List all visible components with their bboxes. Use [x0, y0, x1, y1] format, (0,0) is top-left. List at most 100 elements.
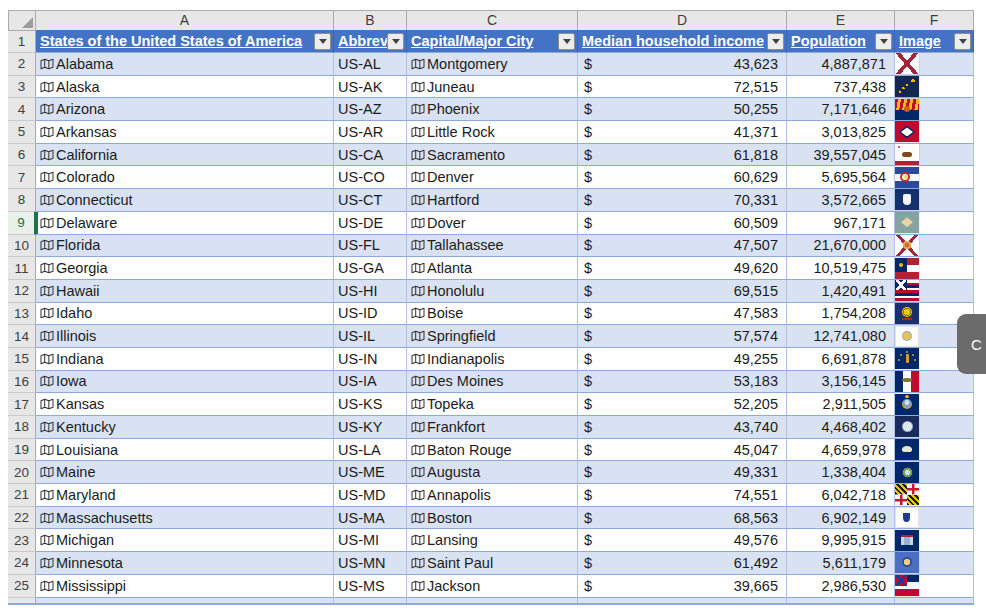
row-number-1[interactable]: 1: [8, 30, 36, 53]
cell-capital[interactable]: Montgomery: [407, 53, 578, 76]
cell-income[interactable]: $ 69,515: [578, 280, 787, 303]
cell-population[interactable]: 10,519,475: [787, 257, 895, 280]
filter-dropdown-button[interactable]: [954, 33, 971, 50]
cell-population[interactable]: 9,995,915: [787, 529, 895, 552]
row-number[interactable]: 9: [8, 212, 36, 235]
cell-state[interactable]: Illinois: [36, 325, 334, 348]
row-number[interactable]: 18: [8, 416, 36, 439]
filter-dropdown-button[interactable]: [767, 33, 784, 50]
row-number[interactable]: 19: [8, 439, 36, 462]
cell-image[interactable]: [895, 189, 974, 212]
state-flag-image[interactable]: [895, 394, 919, 415]
cell-capital[interactable]: Hartford: [407, 189, 578, 212]
state-flag-image[interactable]: [895, 575, 919, 596]
filter-dropdown-button[interactable]: [314, 33, 331, 50]
cell-state[interactable]: Maryland: [36, 484, 334, 507]
cell-capital[interactable]: Topeka: [407, 393, 578, 416]
row-number[interactable]: 13: [8, 303, 36, 326]
cell-capital[interactable]: Lansing: [407, 529, 578, 552]
row-number[interactable]: 10: [8, 235, 36, 258]
cell-state[interactable]: Iowa: [36, 371, 334, 394]
state-flag-image[interactable]: [895, 121, 919, 142]
cell-capital[interactable]: Augusta: [407, 461, 578, 484]
cell-abbrev[interactable]: US-AR: [334, 121, 407, 144]
state-flag-image[interactable]: [895, 439, 919, 460]
cell-image[interactable]: [895, 53, 974, 76]
cell-abbrev[interactable]: US-FL: [334, 235, 407, 258]
state-flag-image[interactable]: [895, 235, 919, 256]
cell-abbrev[interactable]: US-IL: [334, 325, 407, 348]
cell-capital[interactable]: Saint Paul: [407, 552, 578, 575]
cell-image[interactable]: [895, 76, 974, 99]
state-flag-image[interactable]: [895, 189, 919, 210]
cell-abbrev[interactable]: US-AZ: [334, 98, 407, 121]
cell-image[interactable]: [895, 98, 974, 121]
cell-state[interactable]: Delaware: [36, 212, 334, 235]
cell-capital[interactable]: Denver: [407, 166, 578, 189]
cell-state[interactable]: Massachusetts: [36, 507, 334, 530]
cell-image[interactable]: [895, 575, 974, 598]
state-flag-image[interactable]: [895, 348, 919, 369]
header-image[interactable]: Image: [895, 30, 974, 53]
cell-income[interactable]: $ 49,620: [578, 257, 787, 280]
state-flag-image[interactable]: [895, 552, 919, 573]
cell-image[interactable]: [895, 552, 974, 575]
state-flag-image[interactable]: [895, 167, 919, 188]
cell-income[interactable]: $ 43,623: [578, 53, 787, 76]
cell-income[interactable]: $ 68,563: [578, 507, 787, 530]
row-number[interactable]: 12: [8, 280, 36, 303]
cell-income[interactable]: $ 60,629: [578, 166, 787, 189]
row-number[interactable]: 15: [8, 348, 36, 371]
header-abbrev[interactable]: Abbrev: [334, 30, 407, 53]
state-flag-image[interactable]: [895, 280, 919, 301]
state-flag-image[interactable]: [895, 416, 919, 437]
cell-population[interactable]: 3,572,665: [787, 189, 895, 212]
column-header-b[interactable]: B: [334, 10, 407, 31]
cell-capital[interactable]: Phoenix: [407, 98, 578, 121]
cell-abbrev[interactable]: US-CO: [334, 166, 407, 189]
cell-image[interactable]: [895, 507, 974, 530]
cell-image[interactable]: [895, 416, 974, 439]
state-flag-image[interactable]: [895, 484, 919, 505]
state-flag-image[interactable]: [895, 303, 919, 324]
header-population[interactable]: Population: [787, 30, 895, 53]
cell-image[interactable]: [895, 235, 974, 258]
row-number[interactable]: 20: [8, 461, 36, 484]
cell-image[interactable]: [895, 166, 974, 189]
cell-state[interactable]: Georgia: [36, 257, 334, 280]
state-flag-image[interactable]: [895, 53, 919, 74]
cell-state[interactable]: Indiana: [36, 348, 334, 371]
cell-income[interactable]: $ 49,331: [578, 461, 787, 484]
cell-state[interactable]: Florida: [36, 235, 334, 258]
cell-abbrev[interactable]: US-ME: [334, 461, 407, 484]
cell-income[interactable]: $ 39,665: [578, 575, 787, 598]
cell-image[interactable]: [895, 393, 974, 416]
cell-income[interactable]: $ 53,183: [578, 371, 787, 394]
row-number[interactable]: 2: [8, 53, 36, 76]
cell-image[interactable]: [895, 144, 974, 167]
cell-capital[interactable]: Honolulu: [407, 280, 578, 303]
cell-population[interactable]: 7,171,646: [787, 98, 895, 121]
cell-state[interactable]: Maine: [36, 461, 334, 484]
state-flag-image[interactable]: [895, 76, 919, 97]
cell-abbrev[interactable]: US-MA: [334, 507, 407, 530]
cell-population[interactable]: 3,013,825: [787, 121, 895, 144]
cell-income[interactable]: $ 49,576: [578, 529, 787, 552]
cell-abbrev[interactable]: US-MI: [334, 529, 407, 552]
cell-population[interactable]: 4,468,402: [787, 416, 895, 439]
cell-population[interactable]: 39,557,045: [787, 144, 895, 167]
cell-state[interactable]: Mississippi: [36, 575, 334, 598]
cell-income[interactable]: $ 57,574: [578, 325, 787, 348]
cell-income[interactable]: $ 74,551: [578, 484, 787, 507]
cell-population[interactable]: 4,659,978: [787, 439, 895, 462]
cell-income[interactable]: $ 72,515: [578, 76, 787, 99]
row-number[interactable]: 6: [8, 144, 36, 167]
cell-population[interactable]: 967,171: [787, 212, 895, 235]
cell-income[interactable]: $ 61,818: [578, 144, 787, 167]
cell-abbrev[interactable]: US-DE: [334, 212, 407, 235]
cell-population[interactable]: 1,420,491: [787, 280, 895, 303]
cell-state[interactable]: Kansas: [36, 393, 334, 416]
cell-population[interactable]: 2,986,530: [787, 575, 895, 598]
cell-abbrev[interactable]: US-KY: [334, 416, 407, 439]
cell-state[interactable]: California: [36, 144, 334, 167]
